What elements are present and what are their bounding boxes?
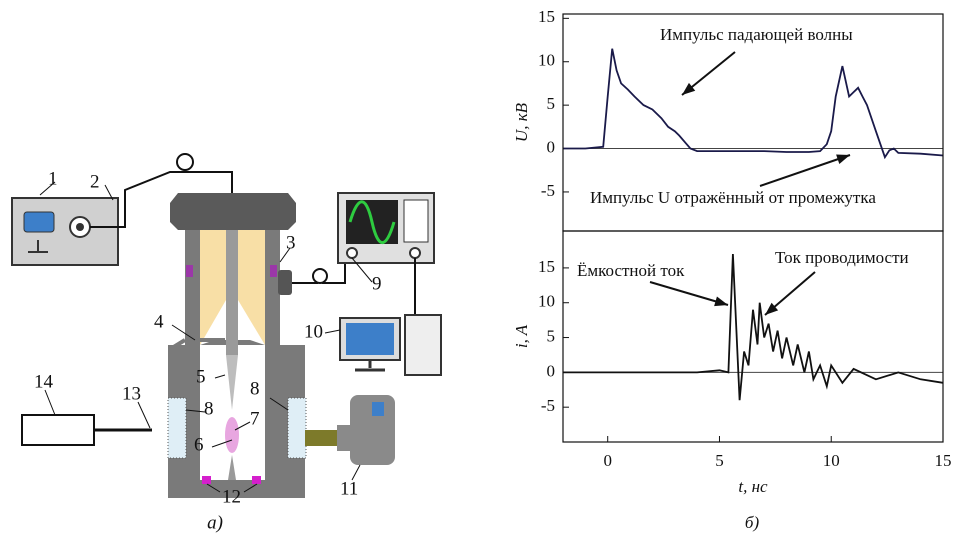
figure: 1 2 3 4 5 6 7 8 8 9 10 11 12 13 14 а) -5… bbox=[0, 0, 955, 540]
y-tick-label: -5 bbox=[541, 396, 555, 415]
y-tick-label: 10 bbox=[538, 292, 555, 311]
label: 7 bbox=[250, 408, 260, 429]
wall bbox=[265, 230, 280, 345]
label: 11 bbox=[340, 478, 358, 499]
label: 4 bbox=[154, 311, 164, 332]
label: 9 bbox=[372, 273, 382, 294]
window bbox=[168, 398, 186, 458]
y-tick-label: 10 bbox=[538, 51, 555, 70]
label: 2 bbox=[90, 171, 100, 192]
y-tick-label: 5 bbox=[547, 94, 556, 113]
annotation: Импульс падающей волны bbox=[660, 25, 853, 44]
computer-tower bbox=[405, 315, 441, 375]
port bbox=[347, 248, 357, 258]
sensor bbox=[252, 476, 261, 484]
sensor bbox=[202, 476, 211, 484]
annotation: Ток проводимости bbox=[775, 248, 909, 267]
label: 1 bbox=[48, 168, 58, 189]
window bbox=[288, 398, 306, 458]
setup-diagram: 1 2 3 4 5 6 7 8 8 9 10 11 12 13 14 а) bbox=[12, 154, 441, 533]
annotation: Ёмкостной ток bbox=[577, 261, 685, 280]
insulator bbox=[238, 230, 265, 345]
label: 8 bbox=[250, 378, 260, 399]
charts: -5 0 5 10 15 U, кВ Импульс падающей волны Импул… bbox=[512, 7, 952, 532]
electrode bbox=[226, 230, 238, 355]
label: 8 bbox=[204, 398, 214, 419]
x-tick-label: 10 bbox=[823, 451, 840, 470]
label: 13 bbox=[122, 383, 141, 404]
ferrite bbox=[177, 154, 193, 170]
generator-knob-center bbox=[76, 223, 84, 231]
y-tick-label: 5 bbox=[547, 326, 556, 345]
label: 12 bbox=[222, 486, 241, 507]
arrow-head bbox=[836, 155, 850, 164]
generator-screen bbox=[24, 212, 54, 232]
wall bbox=[185, 230, 200, 345]
camera-lens bbox=[305, 430, 337, 446]
oscilloscope-buttons bbox=[404, 200, 428, 242]
monitor-screen bbox=[346, 323, 394, 355]
label: 5 bbox=[196, 366, 206, 387]
y-tick-label: 0 bbox=[547, 137, 556, 156]
y-tick-label: 0 bbox=[547, 361, 556, 380]
y-axis-label: i, A bbox=[512, 324, 531, 348]
annotation: Импульс U отражённый от промежутка bbox=[590, 188, 876, 207]
monitor-stand bbox=[355, 360, 385, 370]
arrow-head bbox=[714, 297, 728, 307]
label: 10 bbox=[304, 321, 323, 342]
y-tick-label: 15 bbox=[538, 257, 555, 276]
ferrite bbox=[313, 269, 327, 283]
camera-screen bbox=[372, 402, 384, 416]
laser bbox=[22, 415, 94, 445]
data-line bbox=[563, 49, 943, 158]
probe bbox=[270, 265, 277, 277]
caption: а) bbox=[207, 512, 223, 533]
annotation-arrow bbox=[760, 155, 850, 186]
x-axis-label: t, нс bbox=[738, 477, 768, 496]
y-tick-label: -5 bbox=[541, 181, 555, 200]
x-tick-label: 15 bbox=[935, 451, 952, 470]
plasma bbox=[225, 417, 239, 453]
label: 3 bbox=[286, 232, 296, 253]
label: 6 bbox=[194, 434, 204, 455]
label: 14 bbox=[34, 371, 54, 392]
probe bbox=[186, 265, 193, 277]
x-tick-label: 0 bbox=[603, 451, 612, 470]
x-tick-label: 5 bbox=[715, 451, 724, 470]
caption: б) bbox=[745, 513, 760, 532]
insulator bbox=[200, 230, 226, 345]
y-tick-label: 15 bbox=[538, 7, 555, 26]
top-flange bbox=[170, 193, 296, 230]
probe-connector bbox=[278, 270, 292, 295]
port bbox=[410, 248, 420, 258]
y-axis-label: U, кВ bbox=[512, 102, 531, 142]
